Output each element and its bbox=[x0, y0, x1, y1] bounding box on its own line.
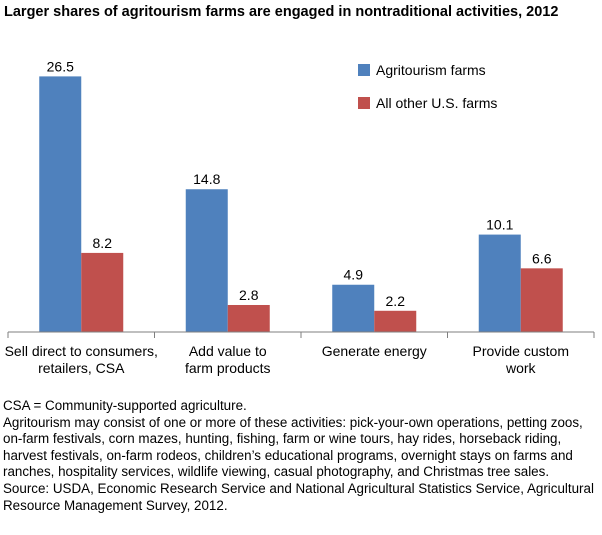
x-tick-label-line: Provide custom bbox=[473, 343, 569, 359]
note-agritourism: Agritourism may consist of one or more o… bbox=[3, 414, 583, 480]
x-tick-label: Add value to farm products bbox=[185, 343, 271, 376]
note-source: Source: USDA, Economic Research Service … bbox=[3, 480, 594, 513]
bar bbox=[39, 76, 82, 333]
bar bbox=[478, 234, 521, 332]
data-label: 4.9 bbox=[344, 267, 364, 283]
legend-swatch bbox=[358, 97, 370, 109]
data-labels-group: 26.5 8.2 14.8 2.8 4.9 2.2 10.1 6.6 bbox=[47, 58, 552, 308]
bar bbox=[332, 284, 375, 332]
bar-chart: 26.5 8.2 14.8 2.8 4.9 2.2 10.1 6.6 Sell direct … bbox=[5, 58, 595, 376]
x-tick-label: Provide custom work bbox=[473, 343, 569, 376]
note-csa: CSA = Community-supported agriculture. bbox=[3, 398, 247, 413]
x-tick-label-line: farm products bbox=[185, 360, 271, 376]
bar bbox=[227, 304, 270, 332]
bar bbox=[374, 310, 417, 332]
bar bbox=[520, 268, 563, 332]
data-label: 14.8 bbox=[193, 171, 220, 187]
x-axis: Sell direct to consumers, retailers, CSA A… bbox=[5, 331, 595, 376]
data-label: 2.8 bbox=[239, 287, 259, 303]
data-label: 6.6 bbox=[532, 250, 552, 266]
legend: Agritourism farms All other U.S. farms bbox=[358, 62, 497, 111]
data-label: 8.2 bbox=[93, 235, 113, 251]
bar bbox=[81, 252, 124, 332]
data-label: 10.1 bbox=[486, 217, 513, 233]
x-tick-label-line: work bbox=[505, 360, 537, 376]
x-tick-label-line: Add value to bbox=[189, 343, 267, 359]
x-tick-label: Generate energy bbox=[322, 343, 427, 359]
bars-group bbox=[39, 76, 563, 333]
x-tick-label-line: Generate energy bbox=[322, 343, 427, 359]
data-label: 26.5 bbox=[47, 58, 74, 74]
x-tick-label: Sell direct to consumers, retailers, CSA bbox=[5, 343, 158, 376]
legend-label: Agritourism farms bbox=[376, 62, 486, 78]
bar bbox=[185, 189, 228, 332]
chart-title: Larger shares of agritourism farms are e… bbox=[4, 4, 559, 20]
x-tick-label-line: Sell direct to consumers, bbox=[5, 343, 158, 359]
footnotes: CSA = Community-supported agriculture. A… bbox=[3, 398, 599, 514]
legend-label: All other U.S. farms bbox=[376, 95, 497, 111]
data-label: 2.2 bbox=[386, 293, 406, 309]
x-tick-label-line: retailers, CSA bbox=[38, 360, 125, 376]
legend-swatch bbox=[358, 64, 370, 76]
